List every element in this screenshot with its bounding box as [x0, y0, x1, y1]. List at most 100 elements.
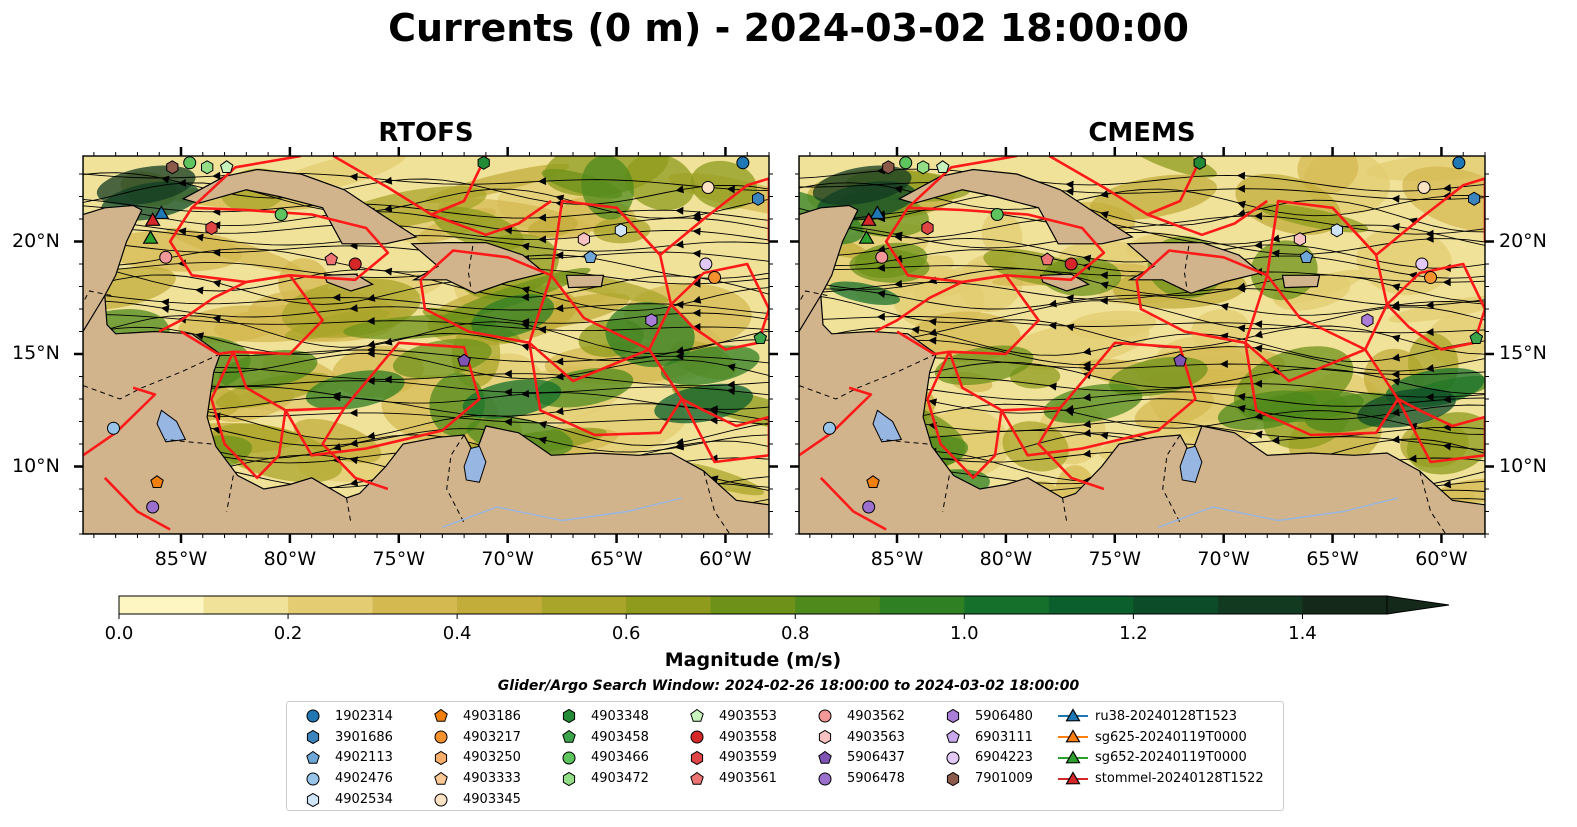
streamline-arrow	[503, 226, 513, 235]
eez-boundary	[615, 177, 769, 257]
streamline	[799, 249, 1485, 279]
streamline-arrow	[1219, 360, 1228, 368]
streamline-arrow	[349, 478, 359, 487]
eez-boundary	[1244, 341, 1400, 437]
colorbar-label: Magnitude (m/s)	[664, 649, 842, 671]
legend-item: 7901009	[937, 768, 1033, 789]
legend-label: 6904223	[975, 750, 1033, 766]
colorbar-level	[1048, 596, 1134, 614]
current-speed-contour	[210, 423, 343, 483]
colorbar-level	[541, 596, 627, 614]
argo-float-marker	[699, 257, 713, 271]
streamline-arrow	[1065, 187, 1074, 196]
streamline-arrow	[1254, 212, 1263, 221]
country-border	[942, 475, 950, 512]
argo-float-marker	[1330, 223, 1343, 238]
legend-item: 4903333	[425, 768, 521, 789]
streamline-arrow	[366, 317, 375, 325]
streamline-arrow	[1425, 364, 1435, 373]
lon-tick-label: 85°W	[154, 548, 208, 570]
streamline	[799, 168, 1485, 192]
streamline-arrow	[1271, 249, 1280, 258]
eez-boundary	[1146, 199, 1268, 237]
hexagon-marker-icon	[553, 707, 585, 725]
glider-marker	[142, 229, 159, 244]
legend-column: ru38-20240128T1523 sg625-20240119T0000 sg6…	[1057, 706, 1264, 789]
colorbar-level	[203, 596, 289, 614]
eez-boundary	[907, 156, 1018, 209]
colorbar-level	[372, 596, 458, 614]
colorbar-level	[964, 596, 1050, 614]
current-speed-contour	[392, 338, 492, 379]
streamline-arrow	[195, 286, 204, 295]
streamline-arrow	[726, 363, 736, 372]
glider-marker	[153, 205, 170, 220]
legend-item: 5906478	[809, 768, 905, 789]
streamline-arrow	[1442, 184, 1452, 192]
colorbar-tick-label: 1.2	[1119, 623, 1148, 644]
colorbar-tick-label: 0.8	[780, 623, 810, 644]
streamline-arrow	[1065, 294, 1074, 303]
land-hispaniola	[410, 242, 547, 294]
streamline-arrow	[520, 293, 529, 302]
streamline-arrow	[212, 171, 221, 180]
argo-float-marker	[150, 475, 164, 488]
streamline-arrow	[1099, 431, 1109, 440]
legend-label: 7901009	[975, 771, 1033, 787]
eez-boundary	[799, 386, 873, 457]
country-border	[1162, 434, 1181, 524]
legend-item: 4902476	[297, 768, 393, 789]
circle-marker-icon	[297, 707, 329, 725]
argo-float-marker	[1361, 313, 1374, 328]
streamline-arrow	[1099, 271, 1108, 280]
legend-label: sg625-20240119T0000	[1095, 729, 1247, 745]
streamline	[83, 274, 769, 312]
streamline-arrow	[1442, 278, 1451, 287]
eez-boundary	[1265, 199, 1389, 351]
argo-float-marker	[1293, 232, 1306, 247]
streamline-arrow	[520, 318, 530, 327]
legend-item: 4903563	[809, 727, 905, 748]
streamline	[83, 248, 769, 279]
argo-float-marker	[1469, 331, 1484, 344]
eez-boundary	[430, 199, 552, 237]
streamline-arrow	[366, 431, 376, 440]
argo-float-marker	[583, 250, 598, 263]
argo-float-marker	[645, 313, 658, 328]
triangle-marker-icon	[1057, 749, 1089, 767]
legend-label: 5906478	[847, 771, 905, 787]
argo-float-marker	[457, 353, 471, 367]
streamline-arrow	[538, 235, 547, 244]
argo-float-marker	[990, 208, 1004, 221]
legend-label: 1902314	[335, 708, 393, 724]
country-border	[467, 245, 474, 287]
current-speed-contour	[293, 418, 382, 464]
legend-item: 4903466	[553, 748, 649, 769]
streamline-arrow	[692, 227, 701, 236]
streamline-arrow	[1425, 328, 1434, 337]
land-mainland	[83, 156, 769, 534]
argo-float-marker	[166, 160, 179, 175]
map-frame	[82, 155, 770, 535]
streamline-arrow	[503, 388, 512, 397]
streamline	[799, 193, 1485, 233]
legend-label: 4903250	[463, 750, 521, 766]
streamline-arrow	[1408, 454, 1417, 463]
legend-label: sg652-20240119T0000	[1095, 750, 1247, 766]
current-speed-contour	[96, 165, 196, 205]
argo-float-marker	[1193, 156, 1206, 170]
current-speed-contour	[829, 281, 900, 305]
legend-item: 4903250	[425, 748, 521, 769]
legend-label: 4903558	[719, 729, 777, 745]
glider-marker	[860, 212, 877, 226]
colorbar-level	[879, 596, 965, 614]
triangle-marker-icon	[1057, 707, 1089, 725]
lon-tick-label: 70°W	[481, 548, 534, 570]
country-border	[799, 290, 828, 303]
streamline-arrow	[1048, 382, 1057, 391]
argo-float-marker	[875, 250, 889, 264]
colorbar-level	[1133, 596, 1219, 614]
argo-float-marker	[614, 223, 627, 238]
streamline-arrow	[332, 391, 341, 400]
lon-tick-label: 65°W	[1306, 548, 1359, 570]
